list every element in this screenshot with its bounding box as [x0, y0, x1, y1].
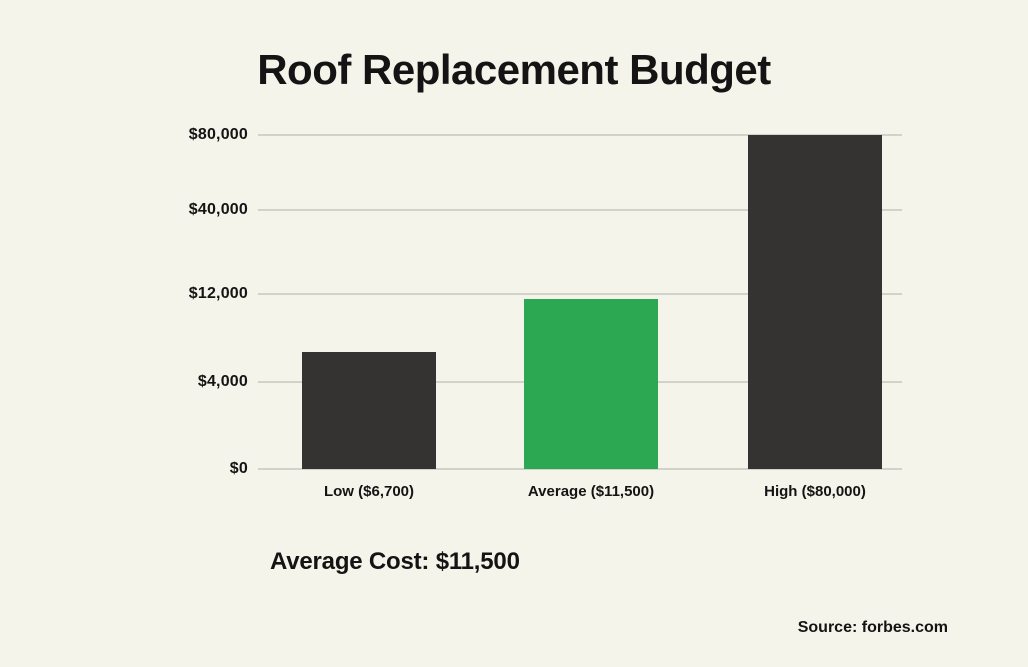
gridline	[258, 209, 902, 212]
y-axis-tick-label: $40,000	[188, 201, 248, 219]
y-axis-tick-label: $0	[229, 460, 248, 477]
gridline	[258, 468, 902, 470]
gridline	[258, 134, 902, 136]
bar-low	[302, 352, 436, 469]
x-axis-category-label: High ($80,000)	[764, 483, 866, 500]
source-note: Source: forbes.com	[797, 619, 948, 636]
gridline	[258, 292, 902, 295]
y-axis-tick-label: $12,000	[188, 284, 248, 302]
y-axis-tick-label: $4,000	[197, 372, 248, 390]
bar-high	[748, 135, 882, 469]
y-axis-tick-label: $80,000	[188, 126, 248, 143]
x-axis-category-label: Average ($11,500)	[527, 483, 655, 500]
x-axis-category-label: Low ($6,700)	[323, 483, 415, 500]
chart-title: Roof Replacement Budget	[257, 46, 771, 93]
average-cost-note: Average Cost: $11,500	[270, 548, 520, 575]
bar-average	[524, 299, 658, 469]
